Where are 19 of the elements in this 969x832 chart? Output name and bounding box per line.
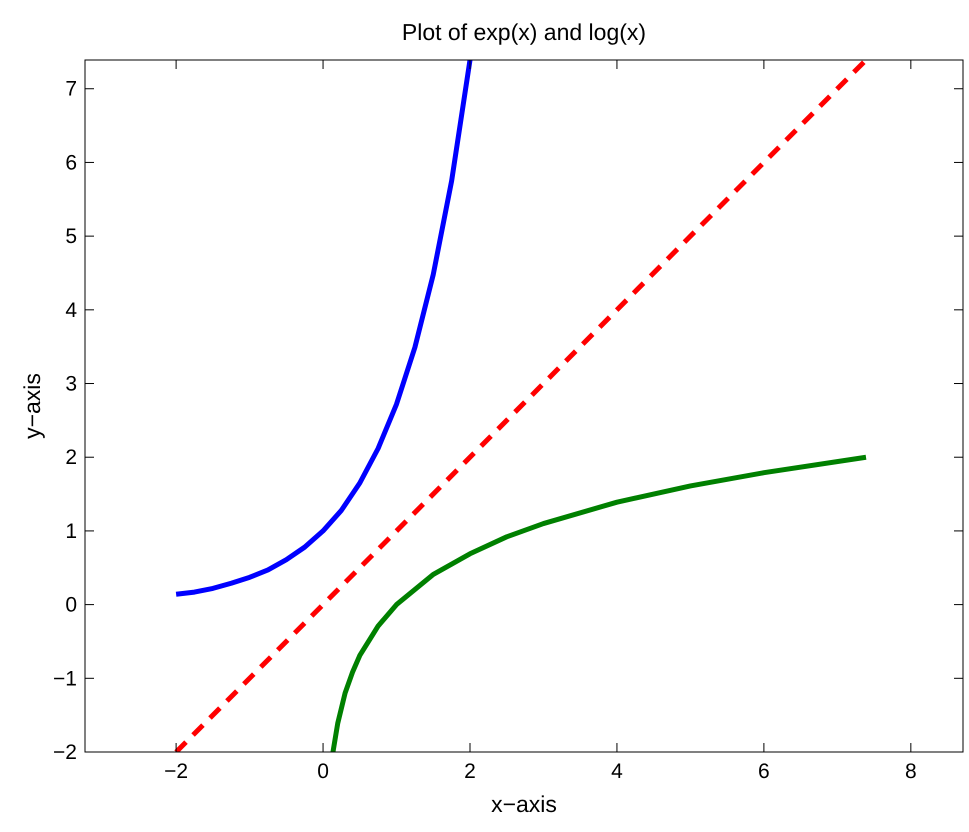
y-tick-label: 4 bbox=[65, 298, 78, 322]
y-tick-label: 6 bbox=[65, 151, 77, 174]
chart-title: Plot of exp(x) and log(x) bbox=[402, 19, 646, 45]
y-tick-label: 7 bbox=[65, 78, 77, 101]
y-axis-title: y−axis bbox=[19, 373, 45, 439]
y-tick-label: 0 bbox=[65, 594, 77, 617]
y-tick-label: 2 bbox=[65, 446, 77, 470]
y-tick-label: 5 bbox=[65, 225, 77, 248]
x-axis-title: x−axis bbox=[491, 791, 557, 817]
x-tick-label: −2 bbox=[164, 760, 188, 783]
x-tick-label: 2 bbox=[464, 760, 476, 783]
y-tick-label: −1 bbox=[53, 667, 77, 690]
y-tick-label: 1 bbox=[65, 520, 77, 543]
y-tick-label: 3 bbox=[65, 372, 77, 396]
x-tick-label: 0 bbox=[317, 760, 329, 783]
x-tick-label: 4 bbox=[611, 760, 624, 783]
x-tick-label: 6 bbox=[758, 760, 770, 783]
y-tick-label: −2 bbox=[53, 741, 77, 764]
x-tick-label: 8 bbox=[904, 760, 917, 783]
